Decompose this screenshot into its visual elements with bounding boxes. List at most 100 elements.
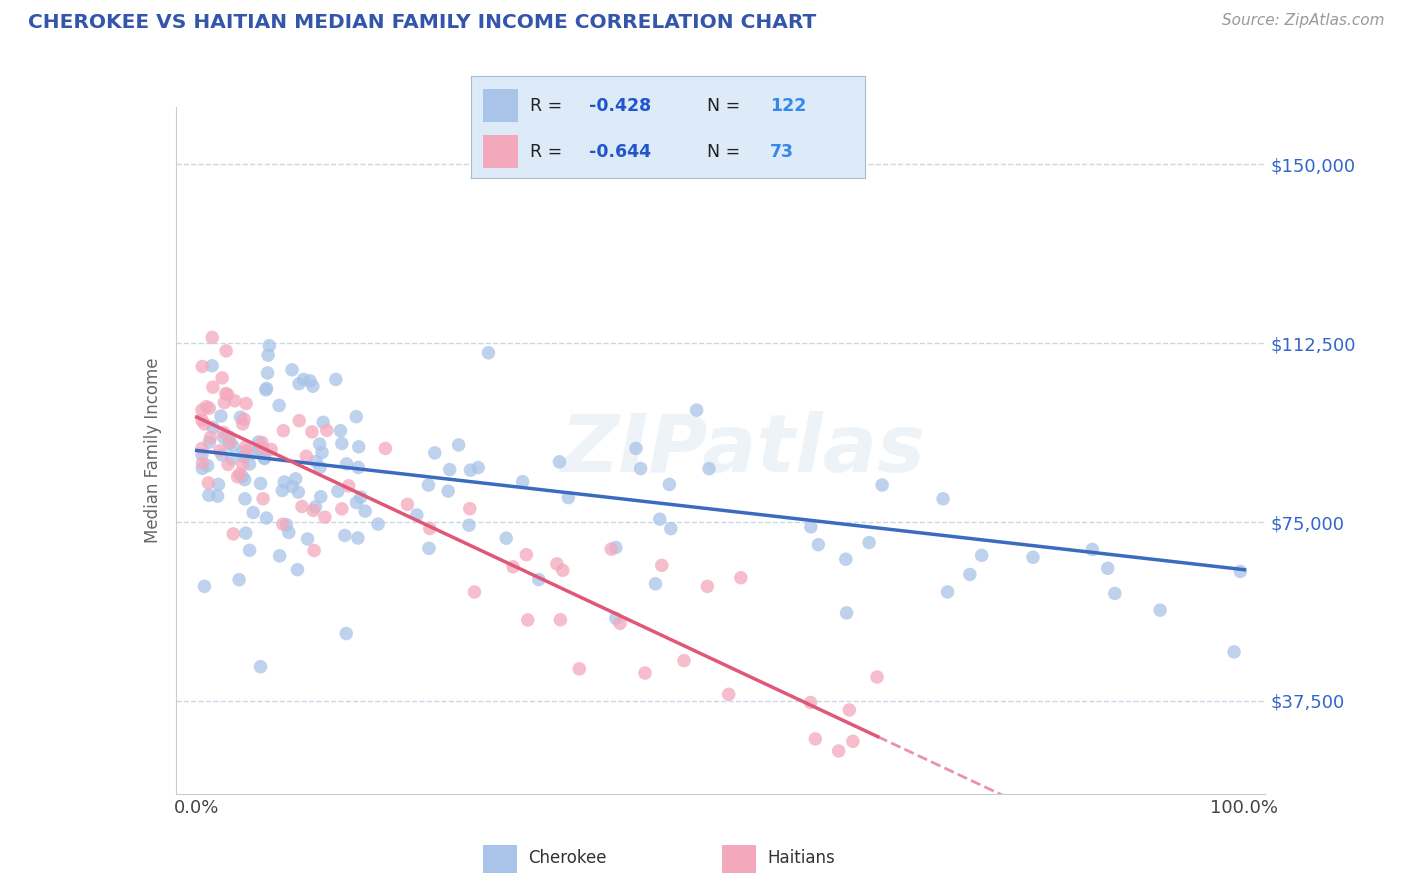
Point <box>253 451 276 466</box>
Point <box>295 449 318 463</box>
Point <box>437 484 460 499</box>
Point <box>1104 586 1126 600</box>
Point <box>260 442 283 457</box>
Point <box>211 371 233 385</box>
Point <box>256 381 278 395</box>
Point <box>1097 561 1119 575</box>
Point <box>215 386 238 401</box>
Point <box>235 396 257 410</box>
Point <box>460 463 482 477</box>
Point <box>247 442 270 456</box>
Point <box>347 531 370 545</box>
Point <box>326 484 349 499</box>
Point <box>233 412 256 426</box>
Point <box>1022 550 1045 565</box>
Point <box>605 611 627 625</box>
Point <box>217 387 239 401</box>
Point <box>252 442 274 456</box>
Point <box>269 549 291 563</box>
Point <box>252 491 274 506</box>
Point <box>231 445 253 459</box>
Point <box>242 506 264 520</box>
Point <box>256 366 278 380</box>
Point <box>1223 645 1246 659</box>
Point <box>191 461 214 475</box>
FancyBboxPatch shape <box>484 845 516 873</box>
Point <box>800 520 823 534</box>
Point <box>419 521 441 535</box>
Point <box>232 417 254 431</box>
Point <box>201 380 224 394</box>
Point <box>235 526 257 541</box>
Point <box>333 528 356 542</box>
Point <box>516 613 538 627</box>
Point <box>936 585 959 599</box>
Point <box>276 517 298 532</box>
Point <box>527 573 550 587</box>
Point <box>197 458 219 473</box>
Point <box>271 517 294 532</box>
Point <box>418 478 440 492</box>
Point <box>659 522 682 536</box>
Point <box>634 666 657 681</box>
Point <box>551 563 574 577</box>
Point <box>228 467 250 481</box>
Point <box>207 489 229 503</box>
Point <box>344 409 367 424</box>
Point <box>191 403 214 417</box>
Point <box>312 415 335 429</box>
Point <box>495 531 517 545</box>
Point <box>287 485 309 500</box>
Text: -0.428: -0.428 <box>589 96 651 114</box>
Point <box>827 744 849 758</box>
Point <box>423 446 446 460</box>
Text: N =: N = <box>707 143 747 161</box>
Point <box>273 424 295 438</box>
Point <box>191 442 214 456</box>
Point <box>807 538 830 552</box>
Point <box>281 479 304 493</box>
Point <box>730 571 752 585</box>
Point <box>439 462 461 476</box>
Point <box>240 446 263 460</box>
Point <box>231 469 253 483</box>
Point <box>191 456 214 470</box>
Point <box>842 734 865 748</box>
Point <box>299 374 322 388</box>
Point <box>515 548 537 562</box>
Point <box>302 503 325 517</box>
Point <box>201 330 224 344</box>
Point <box>211 448 233 462</box>
Point <box>191 413 214 427</box>
Point <box>405 508 427 522</box>
Point <box>609 616 631 631</box>
Point <box>717 687 740 701</box>
Point <box>418 541 440 556</box>
Point <box>198 435 221 450</box>
Point <box>350 490 373 504</box>
Point <box>835 606 858 620</box>
Point <box>330 436 353 450</box>
Point <box>858 535 880 549</box>
Point <box>308 437 330 451</box>
Point <box>212 431 235 445</box>
Point <box>288 376 311 391</box>
Point <box>315 423 337 437</box>
Point <box>346 495 368 509</box>
Text: R =: R = <box>530 96 568 114</box>
Point <box>870 478 893 492</box>
Point <box>301 425 323 439</box>
Point <box>337 479 360 493</box>
Point <box>201 359 224 373</box>
Text: 73: 73 <box>770 143 794 161</box>
Point <box>236 443 259 458</box>
Point <box>208 443 231 458</box>
Point <box>302 379 325 393</box>
Point <box>672 654 695 668</box>
Point <box>200 430 222 444</box>
Point <box>546 557 568 571</box>
Point <box>347 460 370 475</box>
Point <box>309 460 332 475</box>
FancyBboxPatch shape <box>482 136 519 168</box>
Point <box>207 477 229 491</box>
